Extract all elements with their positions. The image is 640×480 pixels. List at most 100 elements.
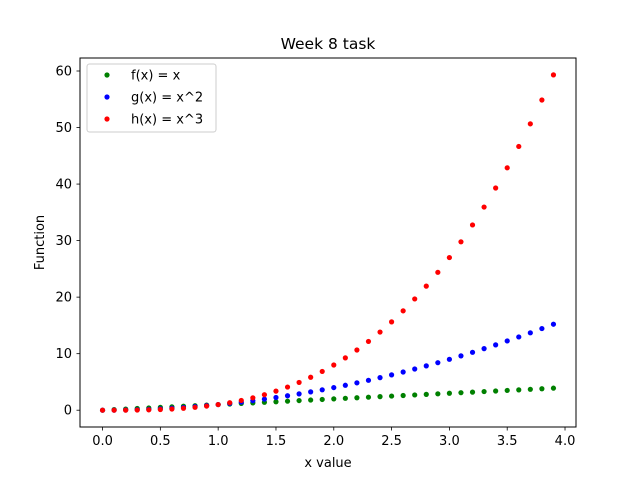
data-point <box>446 254 452 261</box>
data-point <box>469 389 476 395</box>
data-point <box>400 369 406 375</box>
data-point <box>481 388 487 395</box>
data-point <box>493 342 499 348</box>
x-tick-label: 1.0 <box>208 434 229 449</box>
data-point <box>412 296 418 302</box>
y-tick-label: 60 <box>55 65 72 80</box>
data-point <box>365 377 372 383</box>
data-point <box>377 329 383 335</box>
data-point <box>342 395 348 401</box>
y-tick-label: 40 <box>55 178 72 193</box>
data-point <box>458 239 464 245</box>
data-point <box>481 346 487 352</box>
data-point <box>204 403 210 409</box>
data-point <box>423 391 429 397</box>
data-point <box>261 396 268 402</box>
x-tick-label: 4.0 <box>555 434 576 449</box>
data-point <box>412 366 418 372</box>
x-tick-label: 1.5 <box>266 434 287 449</box>
legend-box <box>86 63 217 133</box>
data-point <box>539 325 545 332</box>
x-tick-label: 0.0 <box>92 434 113 449</box>
data-point <box>284 384 291 390</box>
data-point <box>458 390 464 396</box>
x-axis-label: x value <box>304 456 351 471</box>
data-point <box>99 407 106 413</box>
series-3-points <box>99 72 557 413</box>
data-point <box>388 393 395 399</box>
data-point <box>400 308 406 314</box>
data-point <box>435 391 441 397</box>
data-point <box>539 386 545 392</box>
legend-marker <box>104 94 110 100</box>
y-tick-label: 50 <box>55 121 72 136</box>
data-point <box>123 407 129 413</box>
data-point <box>354 380 360 386</box>
data-point <box>377 394 383 400</box>
legend-label: f(x) = x <box>131 69 181 84</box>
data-point <box>342 382 348 388</box>
x-tick-label: 2.5 <box>381 434 402 449</box>
data-point <box>331 362 337 368</box>
legend-label: h(x) = x^3 <box>131 113 203 128</box>
data-point <box>412 392 418 398</box>
data-point <box>296 391 302 397</box>
y-tick-label: 20 <box>55 291 72 306</box>
chart-title: Week 8 task <box>281 35 376 53</box>
data-point <box>169 406 175 412</box>
data-point <box>273 399 279 405</box>
data-point <box>261 392 268 398</box>
data-point <box>469 222 476 228</box>
data-point <box>516 334 522 340</box>
data-point <box>215 401 221 408</box>
x-tick-label: 0.5 <box>150 434 171 449</box>
data-point <box>527 330 533 336</box>
data-point <box>308 397 314 403</box>
data-point <box>342 355 348 361</box>
y-tick-label: 0 <box>64 404 72 419</box>
data-point <box>493 185 499 191</box>
data-point <box>435 360 441 366</box>
data-point <box>423 283 429 289</box>
data-point <box>319 368 325 375</box>
data-point <box>296 379 302 386</box>
data-point <box>319 396 325 403</box>
data-point <box>400 392 406 399</box>
data-point <box>273 394 279 401</box>
data-point <box>527 121 533 127</box>
legend-marker <box>104 116 110 122</box>
y-axis-label: Function <box>33 215 48 270</box>
data-point <box>180 405 187 411</box>
y-tick-label: 10 <box>55 347 72 362</box>
data-point <box>550 321 557 327</box>
data-point <box>388 319 395 325</box>
data-point <box>319 387 325 393</box>
data-point <box>493 388 499 394</box>
legend-label: g(x) = x^2 <box>131 91 203 106</box>
data-point <box>296 397 302 404</box>
data-point <box>308 374 314 380</box>
axes-frame <box>79 57 577 428</box>
data-point <box>111 407 117 413</box>
data-point <box>227 400 233 406</box>
data-point <box>284 393 291 399</box>
data-point <box>469 349 476 355</box>
data-point <box>435 269 441 275</box>
legend: f(x) = x g(x) = x^2 h(x) = x^3 <box>86 63 217 133</box>
x-tick-label: 3.0 <box>439 434 460 449</box>
data-point <box>365 394 372 400</box>
data-point <box>377 375 383 381</box>
data-point <box>516 143 522 150</box>
data-point <box>331 384 337 391</box>
data-point <box>134 407 140 413</box>
data-point <box>354 395 360 401</box>
data-point <box>504 165 510 171</box>
data-point <box>527 386 533 392</box>
data-point <box>388 372 395 378</box>
data-point <box>504 387 510 394</box>
axis-ticks: 0.0 0.5 1.0 1.5 2.0 2.5 3.0 3.5 4.0 0 10 20 30 40 50 60 <box>55 65 575 449</box>
data-point <box>481 204 487 210</box>
data-point <box>192 404 198 410</box>
